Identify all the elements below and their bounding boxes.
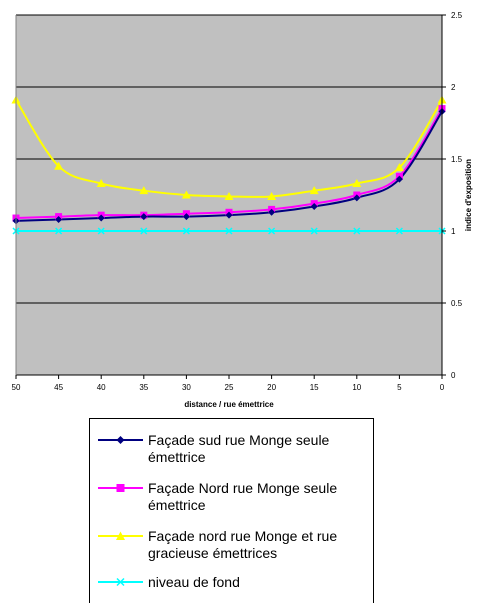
axes xyxy=(15,14,446,379)
x-tick-label: 30 xyxy=(182,383,191,392)
data-point-0 xyxy=(268,208,276,216)
data-point-0 xyxy=(140,213,148,221)
y-tick-label: 2 xyxy=(451,83,456,92)
data-point-3 xyxy=(225,227,233,235)
data-point-2 xyxy=(224,191,234,200)
legend-label-nord-gracieuse: Façade nord rue Monge et rue gracieuse é… xyxy=(148,528,338,561)
legend-swatch-nord xyxy=(98,484,143,492)
x-tick-label: 0 xyxy=(440,383,445,392)
x-tick-label: 15 xyxy=(310,383,319,392)
data-point-3 xyxy=(97,227,105,235)
x-tick-label: 20 xyxy=(267,383,276,392)
data-point-2 xyxy=(394,163,404,172)
legend-swatch-fond xyxy=(98,577,143,587)
data-point-2 xyxy=(54,161,64,170)
y-tick-label: 1 xyxy=(451,227,456,236)
legend-label-sud: Façade sud rue Monge seule émettrice xyxy=(148,432,330,465)
data-point-0 xyxy=(395,175,403,183)
legend-label-fond: niveau de fond xyxy=(148,574,240,590)
data-point-0 xyxy=(55,215,63,223)
y-tick-label: 0 xyxy=(451,371,456,380)
data-point-0 xyxy=(353,194,361,202)
data-point-3 xyxy=(395,227,403,235)
data-point-0 xyxy=(182,213,190,221)
data-point-0 xyxy=(310,203,318,211)
legend: Façade sud rue Monge seule émettrice Faç… xyxy=(89,418,374,603)
data-point-0 xyxy=(97,214,105,222)
y-tick-label: 0.5 xyxy=(451,299,463,308)
legend-label-nord: Façade Nord rue Monge seule émettrice xyxy=(148,480,338,513)
x-tick-label: 50 xyxy=(12,383,21,392)
legend-swatch-sud xyxy=(98,436,143,444)
data-point-2 xyxy=(352,178,362,187)
data-point-2 xyxy=(139,186,149,195)
x-tick-labels: 50 45 40 35 30 25 20 15 10 5 0 xyxy=(12,383,445,392)
data-point-3 xyxy=(140,227,148,235)
y-tick-label: 2.5 xyxy=(451,11,463,20)
x-tick-label: 5 xyxy=(397,383,402,392)
y-tick-labels: 0 0.5 1 1.5 2 2.5 xyxy=(451,11,463,380)
x-tick-label: 25 xyxy=(225,383,234,392)
data-point-2 xyxy=(309,186,319,195)
y-tick-label: 1.5 xyxy=(451,155,463,164)
data-point-3 xyxy=(182,227,190,235)
x-tick-label: 35 xyxy=(139,383,148,392)
legend-swatch-nord-gracieuse xyxy=(98,531,143,540)
data-point-3 xyxy=(55,227,63,235)
x-axis-title: distance / rue émettrice xyxy=(184,400,274,409)
data-point-3 xyxy=(353,227,361,235)
x-tick-label: 40 xyxy=(97,383,106,392)
x-tick-label: 10 xyxy=(352,383,361,392)
chart: 00.511.522.5 50 45 40 35 30 25 20 15 10 5 0 distan… xyxy=(11,11,473,409)
data-point-2 xyxy=(181,190,191,199)
data-point-2 xyxy=(96,178,106,187)
data-point-3 xyxy=(310,227,318,235)
data-point-2 xyxy=(267,191,277,200)
data-point-0 xyxy=(225,211,233,219)
data-point-3 xyxy=(268,227,276,235)
x-tick-label: 45 xyxy=(54,383,63,392)
y-axis-title: indice d'exposition xyxy=(464,159,473,231)
series-markers xyxy=(11,95,447,235)
